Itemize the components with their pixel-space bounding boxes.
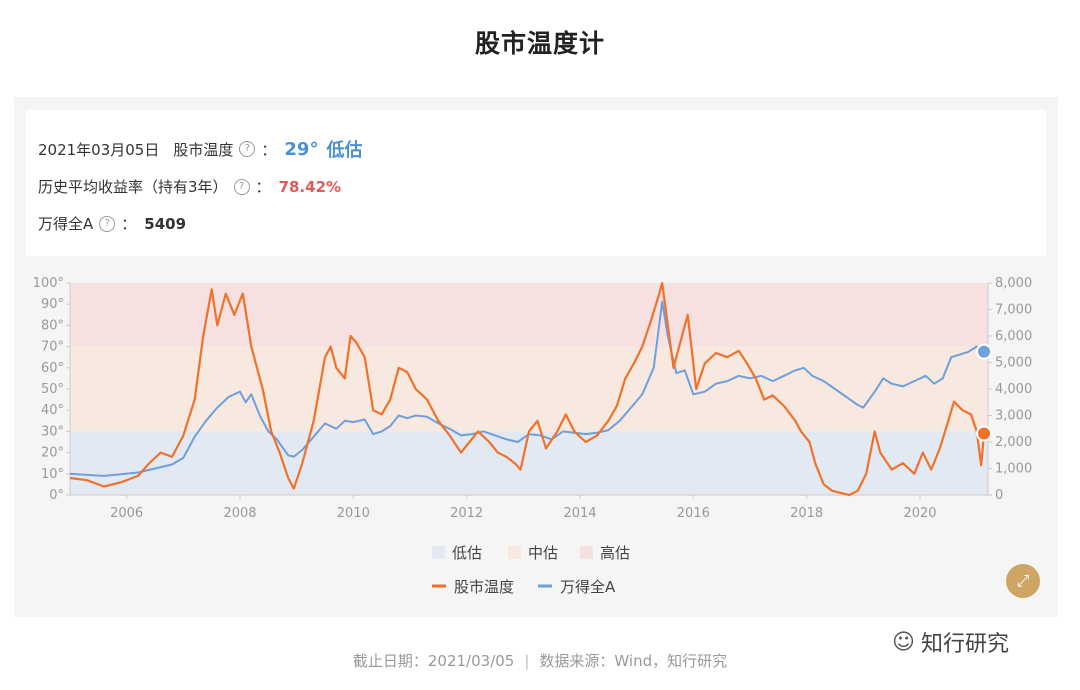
x-tick-label: 2014 <box>563 506 596 521</box>
legend-swatch-zone-mid <box>508 546 521 559</box>
wechat-icon: ☺ <box>892 629 915 655</box>
help-icon[interactable]: ? <box>233 178 250 195</box>
legend-label-index: 万得全A <box>560 578 616 596</box>
legend-swatch-zone-low <box>432 546 445 559</box>
legend-label-temperature: 股市温度 <box>454 578 514 596</box>
footer-separator: | <box>524 652 530 670</box>
expand-icon[interactable]: ⤢ <box>1006 564 1040 598</box>
temperature-status: 低估 <box>326 140 363 161</box>
right-tick-label: 5,000 <box>995 356 1032 371</box>
page-title: 股市温度计 <box>474 29 605 58</box>
colon: ： <box>261 140 277 159</box>
info-card: 2021年03月05日 股市温度 ? ： 29° 低估 历史平均收益率（持有3年… <box>26 110 1046 256</box>
index-row: 万得全A ? ： 5409 <box>38 213 186 234</box>
colon: ： <box>255 178 271 196</box>
left-tick-label: 40° <box>41 403 64 418</box>
x-tick-label: 2008 <box>223 506 256 521</box>
watermark-text: 知行研究 <box>920 632 1009 657</box>
left-tick-label: 10° <box>41 467 64 482</box>
index-value: 5409 <box>144 214 187 233</box>
zone-high <box>70 283 988 347</box>
left-tick-label: 50° <box>41 382 64 397</box>
temperature-row: 2021年03月05日 股市温度 ? ： 29° 低估 <box>38 136 362 162</box>
right-tick-label: 1,000 <box>995 462 1032 477</box>
zone-low <box>70 431 988 495</box>
watermark: ☺ 知行研究 <box>892 626 1009 658</box>
footer: 截止日期：2021/03/05 | 数据来源：Wind，知行研究 <box>0 650 1080 671</box>
x-tick-label: 2020 <box>903 506 936 521</box>
temperature-chart: 0° 10° 20° 30° 40° 50° 60° 70° 80° 90° 100° 0 1,000 2… <box>33 276 1033 596</box>
left-tick-label: 100° <box>33 276 64 291</box>
right-tick-label: 6,000 <box>995 329 1032 344</box>
left-tick-label: 30° <box>41 424 64 439</box>
return-value: 78.42% <box>278 177 342 196</box>
temperature-value: 29° <box>284 138 319 160</box>
left-tick-label: 90° <box>41 297 64 312</box>
help-icon[interactable]: ? <box>99 215 116 232</box>
index-label: 万得全A <box>38 215 94 233</box>
left-tick-label: 20° <box>41 446 64 461</box>
return-label: 历史平均收益率（持有3年） <box>38 178 228 196</box>
right-tick-label: 3,000 <box>995 409 1032 424</box>
left-tick-label: 70° <box>41 340 64 355</box>
x-tick-label: 2016 <box>677 506 710 521</box>
right-tick-label: 2,000 <box>995 435 1032 450</box>
legend-swatch-zone-high <box>580 546 593 559</box>
colon: ： <box>121 215 137 233</box>
series-line-index <box>69 300 985 477</box>
date-label: 2021年03月05日 <box>38 140 160 159</box>
right-tick-label: 4,000 <box>995 382 1032 397</box>
help-icon[interactable]: ? <box>239 141 256 157</box>
x-tick-label: 2018 <box>790 506 823 521</box>
x-tick-label: 2010 <box>337 506 370 521</box>
legend-label-zone-mid: 中估 <box>528 544 558 562</box>
temperature-label: 股市温度 <box>173 140 234 159</box>
footer-source: 数据来源：Wind，知行研究 <box>539 652 728 670</box>
right-tick-label: 7,000 <box>995 303 1032 318</box>
index-end-marker <box>976 343 993 360</box>
left-tick-label: 60° <box>41 361 64 376</box>
legend-label-zone-high: 高估 <box>600 544 630 562</box>
return-row: 历史平均收益率（持有3年） ? ： 78.42% <box>38 176 341 197</box>
temperature-end-marker <box>976 425 993 442</box>
left-tick-label: 80° <box>41 318 64 333</box>
x-tick-label: 2006 <box>110 506 143 521</box>
series-line-temperature <box>69 281 986 497</box>
x-tick-label: 2012 <box>450 506 483 521</box>
right-tick-label: 8,000 <box>995 276 1032 291</box>
legend-label-zone-low: 低估 <box>452 544 482 562</box>
footer-date: 截止日期：2021/03/05 <box>352 652 515 670</box>
right-tick-label: 0 <box>995 488 1003 503</box>
left-tick-label: 0° <box>49 488 64 503</box>
